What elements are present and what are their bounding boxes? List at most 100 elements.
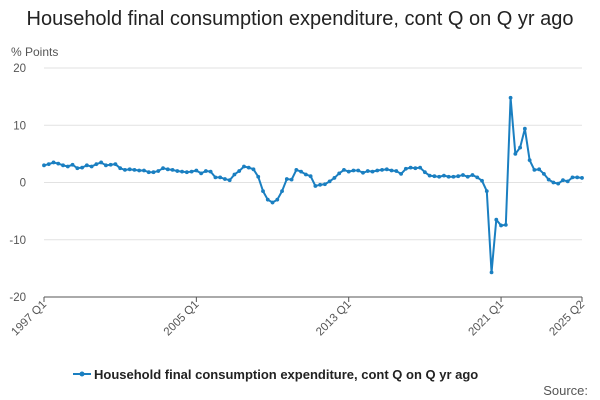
data-point: [303, 172, 308, 177]
data-point: [380, 168, 384, 172]
data-point: [218, 175, 223, 180]
data-point: [194, 168, 199, 173]
x-tick-label: 2025 Q2: [547, 299, 587, 339]
data-point: [427, 173, 432, 178]
data-point: [46, 162, 51, 167]
data-point: [61, 163, 65, 168]
data-point: [451, 174, 456, 179]
data-point: [408, 165, 413, 170]
data-point: [175, 169, 180, 173]
data-point: [156, 169, 161, 173]
data-point: [294, 168, 299, 172]
x-tick-label: 2021 Q1: [466, 299, 506, 339]
data-point: [232, 172, 237, 177]
data-point: [251, 167, 256, 172]
data-point: [108, 162, 113, 167]
data-point: [551, 180, 556, 185]
data-point: [503, 222, 508, 227]
data-point: [508, 95, 513, 100]
data-point: [65, 164, 70, 169]
y-tick-label: -10: [9, 235, 26, 247]
data-point: [375, 168, 380, 173]
data-point: [413, 166, 418, 171]
data-point: [361, 170, 365, 175]
data-point: [565, 179, 570, 184]
data-point: [275, 197, 280, 202]
data-point: [356, 168, 361, 173]
data-point: [522, 126, 527, 131]
data-point: [142, 168, 146, 173]
data-point: [237, 169, 242, 173]
data-point: [337, 171, 342, 176]
x-tick-label: 1997 Q1: [9, 299, 49, 339]
data-point: [384, 167, 389, 172]
data-point: [365, 169, 370, 173]
data-point: [332, 176, 337, 180]
x-tick-label: 2013 Q1: [314, 299, 354, 339]
data-point: [256, 174, 261, 179]
data-point: [318, 182, 323, 187]
data-point: [422, 170, 427, 175]
data-point: [242, 164, 246, 169]
data-point: [484, 189, 489, 193]
data-point: [537, 167, 542, 172]
data-point: [370, 169, 375, 174]
data-point: [180, 169, 184, 174]
data-point: [342, 168, 346, 172]
data-point: [89, 164, 94, 169]
data-point: [323, 182, 327, 187]
data-point: [494, 217, 499, 222]
data-point: [580, 176, 584, 180]
y-tick-label: 20: [13, 63, 26, 75]
y-tick-label: -20: [9, 292, 26, 304]
y-axis-label: % Points: [11, 45, 58, 59]
x-tick-label: 2005 Q1: [162, 299, 202, 339]
data-point: [542, 172, 546, 176]
data-point: [394, 169, 399, 173]
data-point: [165, 167, 170, 172]
data-point: [151, 170, 156, 175]
data-point: [561, 178, 565, 183]
data-point: [137, 168, 142, 173]
data-point: [213, 175, 218, 180]
data-point: [80, 165, 84, 170]
data-point: [475, 175, 480, 180]
series-layer: [42, 95, 584, 275]
data-point: [280, 189, 284, 193]
x-axis: 1997 Q1 2005 Q1 2013 Q1 2021 Q1 2025 Q2: [9, 296, 587, 339]
data-point: [489, 270, 494, 275]
data-point: [446, 174, 451, 179]
data-point: [70, 162, 75, 167]
data-point: [403, 166, 408, 171]
legend-label[interactable]: Household final consumption expenditure,…: [94, 367, 478, 382]
data-point: [418, 165, 423, 170]
data-point: [203, 169, 208, 173]
data-point: [84, 163, 89, 168]
data-point: [437, 174, 442, 179]
data-point: [208, 169, 213, 174]
data-point: [94, 162, 99, 167]
data-point: [123, 168, 127, 172]
data-point: [170, 168, 175, 172]
data-point: [227, 178, 232, 183]
legend[interactable]: Household final consumption expenditure,…: [73, 367, 478, 382]
data-point: [161, 166, 165, 171]
source-label: Source:: [543, 383, 588, 398]
data-point: [184, 170, 189, 175]
data-point: [570, 175, 575, 180]
data-point: [270, 200, 275, 205]
data-point: [146, 170, 151, 175]
y-axis-ticks: 20 10 0 -10 -20: [9, 63, 26, 304]
data-point: [556, 181, 561, 186]
data-point: [189, 169, 194, 174]
data-point: [308, 174, 313, 179]
y-tick-label: 0: [20, 178, 26, 190]
y-tick-label: 10: [13, 120, 26, 132]
data-point: [261, 189, 265, 193]
data-point: [246, 165, 251, 170]
data-point: [75, 166, 80, 171]
data-point: [103, 163, 108, 168]
data-point: [56, 161, 61, 166]
data-point: [575, 175, 580, 180]
